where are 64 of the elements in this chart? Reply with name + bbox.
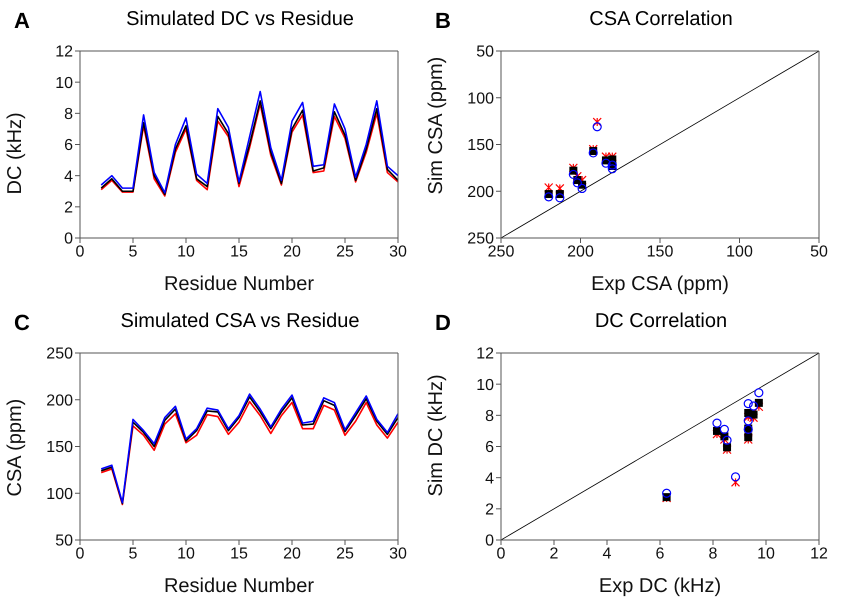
x-tick-label: 20 [283, 545, 301, 562]
y-tick-label: 12 [476, 346, 494, 363]
y-tick-label: 150 [46, 439, 74, 456]
y-axis-title: CSA (ppm) [4, 398, 26, 496]
x-axis-title: Exp CSA (ppm) [591, 273, 729, 295]
x-tick-label: 10 [757, 545, 775, 562]
x-tick-label: 25 [336, 545, 354, 562]
x-tick-label: 50 [810, 243, 828, 260]
x-tick-label: 12 [810, 545, 828, 562]
y-tick-label: 200 [467, 184, 494, 201]
y-tick-label: 150 [467, 137, 494, 154]
x-axis-title: Exp DC (kHz) [598, 575, 722, 597]
x-tick-label: 0 [76, 545, 85, 562]
x-tick-label: 5 [128, 545, 138, 562]
y-tick-label: 0 [485, 532, 494, 550]
text: A [14, 8, 30, 34]
x-tick-label: 2 [550, 545, 559, 562]
chart-title: Simulated CSA vs Residue [119, 310, 360, 333]
x-tick-label: 10 [177, 545, 195, 562]
x-tick-label: 15 [230, 243, 248, 260]
y-tick-label: 50 [55, 532, 74, 550]
x-axis-title: Residue Number [164, 575, 314, 597]
x-tick-label: 0 [496, 545, 506, 562]
x-axis-title: Residue Number [164, 273, 314, 295]
y-tick-label: 100 [46, 486, 74, 503]
y-tick-label: 0 [64, 230, 74, 248]
text: C [14, 310, 30, 336]
chart-title: DC Correlation [594, 310, 728, 333]
y-tick-label: 2 [64, 200, 74, 217]
y-tick-label: 6 [485, 439, 494, 456]
x-tick-label: 100 [726, 243, 753, 260]
x-tick-label: 4 [602, 545, 612, 562]
y-tick-label: 10 [55, 74, 74, 92]
x-tick-label: 0 [76, 243, 85, 260]
y-tick-label: 8 [64, 106, 74, 124]
x-tick-label: 15 [230, 545, 248, 562]
x-tick-label: 25 [336, 243, 354, 260]
y-tick-label: 4 [485, 470, 494, 488]
chart-title: Simulated DC vs Residue [125, 8, 355, 31]
x-tick-label: 5 [128, 243, 138, 260]
x-tick-label: 30 [389, 545, 407, 562]
y-tick-label: 10 [476, 376, 494, 394]
x-tick-label: 30 [389, 243, 407, 260]
x-tick-label: 10 [177, 243, 195, 260]
y-tick-label: 6 [64, 137, 74, 154]
y-tick-label: 250 [46, 346, 74, 363]
x-tick-label: 200 [567, 243, 594, 260]
y-axis-title: Sim CSA (ppm) [425, 56, 448, 194]
x-tick-label: 150 [646, 243, 674, 260]
y-axis-title: Sim DC (kHz) [425, 374, 448, 496]
chart-title: CSA Correlation [588, 8, 734, 31]
text: B [435, 8, 451, 34]
y-axis-title: DC (kHz) [4, 112, 26, 194]
y-tick-label: 12 [55, 44, 74, 61]
x-tick-label: 6 [656, 545, 665, 562]
y-tick-label: 100 [467, 90, 494, 108]
text: D [435, 310, 451, 336]
y-tick-label: 50 [476, 44, 494, 61]
y-tick-label: 8 [485, 408, 494, 426]
y-tick-label: 4 [64, 168, 74, 186]
x-tick-label: 8 [708, 545, 718, 562]
y-tick-label: 200 [46, 392, 74, 410]
y-tick-label: 2 [485, 502, 494, 519]
x-tick-label: 20 [283, 243, 301, 260]
